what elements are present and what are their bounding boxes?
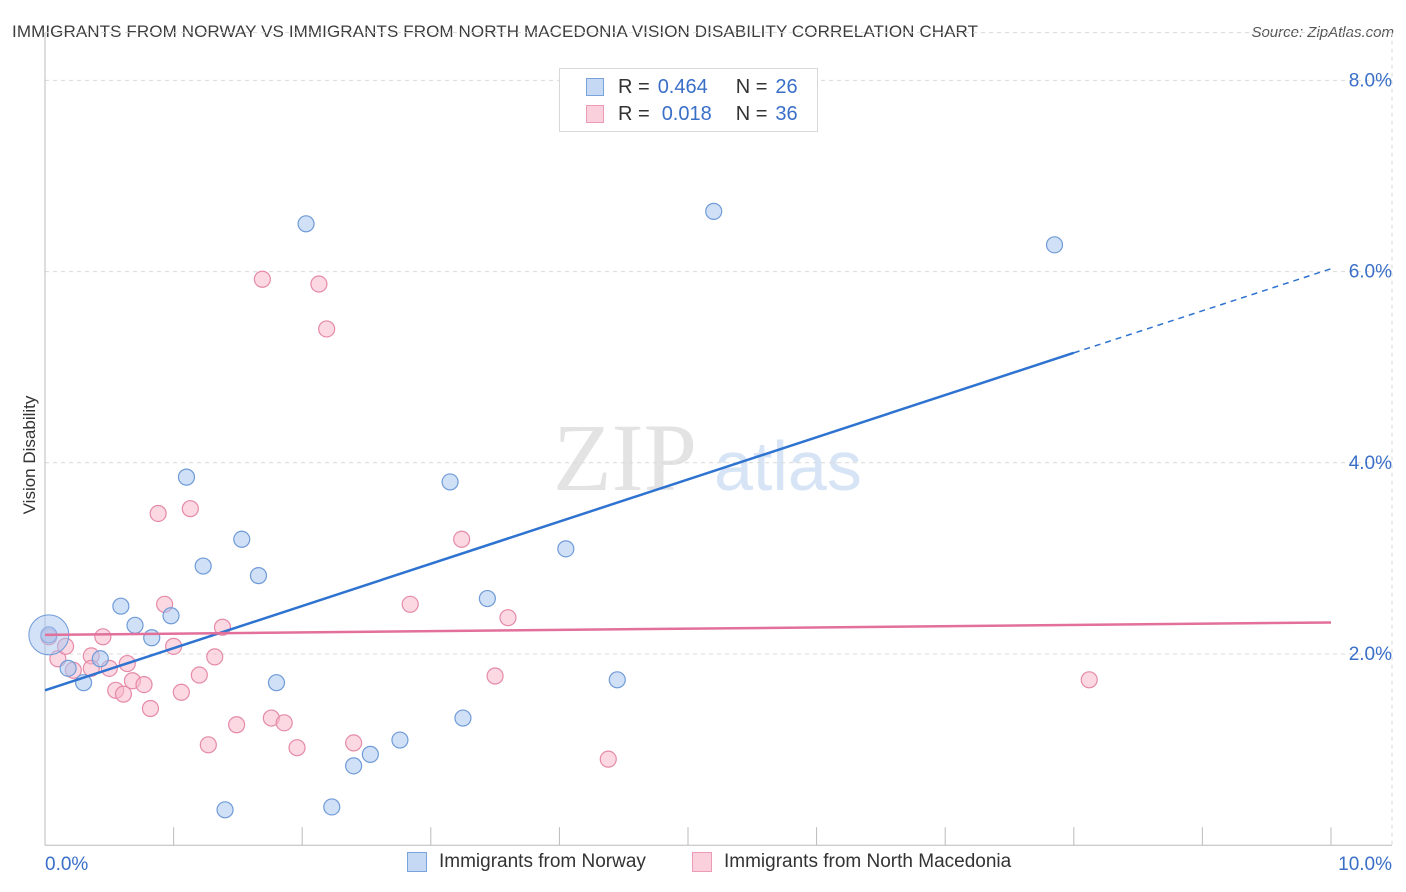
x-tick-label: 10.0% bbox=[1338, 854, 1392, 875]
norway-point bbox=[194, 557, 212, 575]
norway-point bbox=[216, 801, 234, 819]
trend-lines bbox=[44, 268, 1332, 692]
norway-point bbox=[441, 473, 459, 491]
macedonia-point bbox=[172, 683, 190, 701]
macedonia-point bbox=[453, 530, 471, 548]
macedonia-point bbox=[190, 666, 208, 684]
norway-point bbox=[608, 671, 626, 689]
legend-n-label: N = bbox=[735, 75, 768, 98]
bottom-legend-macedonia: Immigrants from North Macedonia bbox=[692, 851, 1011, 873]
norway-point bbox=[557, 540, 575, 558]
norway-point bbox=[91, 650, 109, 668]
macedonia-point bbox=[275, 714, 293, 732]
macedonia-point bbox=[486, 667, 504, 685]
macedonia-point bbox=[206, 648, 224, 666]
legend-n-value: 36 bbox=[775, 102, 798, 125]
macedonia-point bbox=[228, 716, 246, 734]
macedonia-point bbox=[599, 750, 617, 768]
norway-point bbox=[59, 659, 77, 677]
macedonia-point bbox=[401, 595, 419, 613]
macedonia-point bbox=[149, 504, 167, 523]
norway-point bbox=[177, 468, 196, 486]
legend-row-macedonia: R = 0.018 N = 36 bbox=[586, 102, 798, 126]
legend-r-label: R = bbox=[618, 75, 650, 98]
bottom-swatch-norway bbox=[407, 852, 427, 872]
norway-point bbox=[705, 202, 723, 220]
bottom-legend-norway-label: Immigrants from Norway bbox=[439, 851, 646, 872]
norway-point bbox=[233, 530, 251, 548]
macedonia-point bbox=[135, 675, 153, 694]
x-tick-label: 0.0% bbox=[45, 854, 88, 875]
norway-point bbox=[478, 589, 496, 608]
macedonia-point bbox=[94, 628, 112, 646]
norway-point bbox=[361, 745, 379, 763]
norway-point bbox=[323, 798, 341, 816]
axes bbox=[44, 32, 1392, 846]
macedonia-point bbox=[114, 685, 133, 703]
norway-point bbox=[391, 731, 409, 749]
norway-point bbox=[345, 757, 363, 775]
macedonia-point bbox=[141, 699, 160, 718]
norway-point bbox=[126, 616, 144, 634]
y-tick-label: 8.0% bbox=[1349, 70, 1392, 91]
macedonia-point bbox=[499, 609, 517, 627]
y-tick-label: 2.0% bbox=[1349, 644, 1392, 665]
y-tick-label: 4.0% bbox=[1349, 453, 1392, 474]
macedonia-point bbox=[310, 275, 328, 293]
legend-swatch-norway bbox=[586, 78, 604, 96]
macedonia-point bbox=[288, 739, 306, 757]
norway-point bbox=[162, 607, 180, 625]
legend-n-label: N = bbox=[735, 102, 768, 125]
macedonia-point bbox=[345, 734, 363, 752]
watermark: ZIP atlas bbox=[553, 404, 862, 511]
gridlines bbox=[45, 32, 1393, 846]
legend-box: R = 0.464 N = 26 R = 0.018 N = 36 bbox=[559, 68, 818, 132]
legend-row-norway: R = 0.464 N = 26 bbox=[586, 75, 798, 99]
bottom-swatch-macedonia bbox=[692, 852, 712, 872]
norway-point bbox=[297, 215, 315, 233]
norway-point bbox=[112, 597, 130, 615]
watermark-atlas: atlas bbox=[714, 427, 862, 505]
source-label: Source: ZipAtlas.com bbox=[1251, 24, 1394, 41]
norway-point bbox=[249, 567, 268, 585]
macedonia-trend-line bbox=[44, 621, 1332, 637]
bottom-legend-macedonia-label: Immigrants from North Macedonia bbox=[724, 851, 1012, 872]
macedonia-point bbox=[318, 320, 336, 338]
macedonia-point bbox=[199, 736, 217, 754]
tick-labels: 2.0% 4.0% 6.0% 8.0% 0.0% 10.0% bbox=[45, 70, 1392, 875]
legend-r-value: 0.018 bbox=[661, 102, 712, 125]
legend-r-value: 0.464 bbox=[657, 75, 708, 98]
macedonia-point bbox=[253, 270, 271, 288]
bottom-legend-norway: Immigrants from Norway bbox=[407, 851, 646, 873]
macedonia-point bbox=[1080, 671, 1098, 689]
norway-point bbox=[143, 629, 161, 647]
norway-point bbox=[267, 674, 286, 692]
y-tick-label: 6.0% bbox=[1349, 262, 1392, 283]
watermark-zip: ZIP bbox=[553, 404, 697, 511]
legend-n-value: 26 bbox=[775, 75, 798, 98]
chart-title: IMMIGRANTS FROM NORWAY VS IMMIGRANTS FRO… bbox=[12, 22, 979, 41]
macedonia-point bbox=[181, 500, 199, 518]
legend-swatch-macedonia bbox=[586, 105, 604, 123]
y-axis-label: Vision Disability bbox=[20, 395, 39, 514]
norway-trend-extension bbox=[1073, 268, 1332, 354]
legend-r-label: R = bbox=[618, 102, 650, 125]
norway-point bbox=[454, 709, 472, 727]
norway-point bbox=[1045, 236, 1064, 254]
